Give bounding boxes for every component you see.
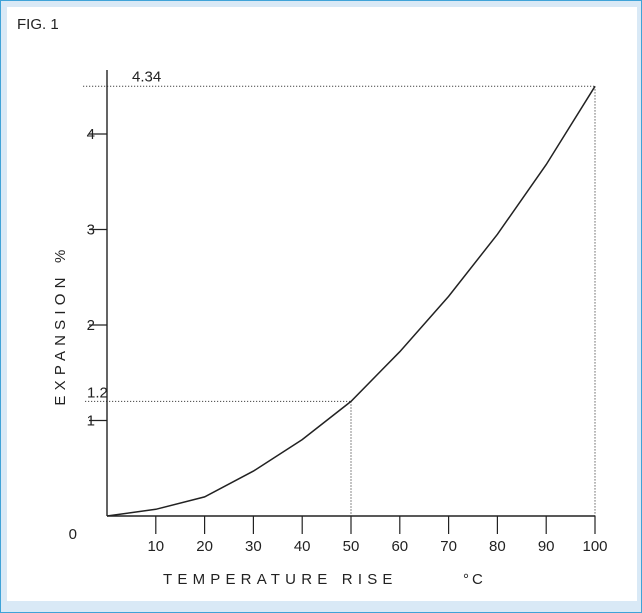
figure-panel: FIG. 1 <box>7 7 637 601</box>
y-tick-label-2: 2 <box>87 317 95 334</box>
x-tick-label-100: 100 <box>582 538 607 555</box>
x-tick-label-10: 10 <box>147 538 164 555</box>
y-tick-label-1: 1 <box>87 413 95 430</box>
figure-label: FIG. 1 <box>17 16 59 33</box>
x-tick-label-20: 20 <box>196 538 213 555</box>
x-tick-label-40: 40 <box>294 538 311 555</box>
reference-lines <box>83 85 596 516</box>
y-tick-label-4: 4 <box>87 126 95 143</box>
annotation-label-1.2: 1.2 <box>87 384 108 401</box>
axes <box>89 70 596 534</box>
annotation-label-4.34: 4.34 <box>132 68 161 85</box>
y-tick-label-3: 3 <box>87 222 95 239</box>
x-axis-unit: °C <box>463 571 486 588</box>
y-tick-label-0: 0 <box>69 526 77 543</box>
x-tick-label-60: 60 <box>391 538 408 555</box>
x-tick-label-30: 30 <box>245 538 262 555</box>
axis-labels: 10 20 30 40 50 60 70 80 90 100 0 1 2 3 4 1.2 4.34 TEMPERA… <box>52 68 608 588</box>
x-tick-label-70: 70 <box>440 538 457 555</box>
x-tick-label-90: 90 <box>538 538 555 555</box>
expansion-curve <box>106 85 596 517</box>
y-axis-title: EXPANSION % <box>52 244 69 405</box>
x-tick-label-80: 80 <box>489 538 506 555</box>
x-axis-title: TEMPERATURE RISE <box>163 571 398 588</box>
x-tick-label-50: 50 <box>343 538 360 555</box>
curve-layer <box>106 85 596 517</box>
